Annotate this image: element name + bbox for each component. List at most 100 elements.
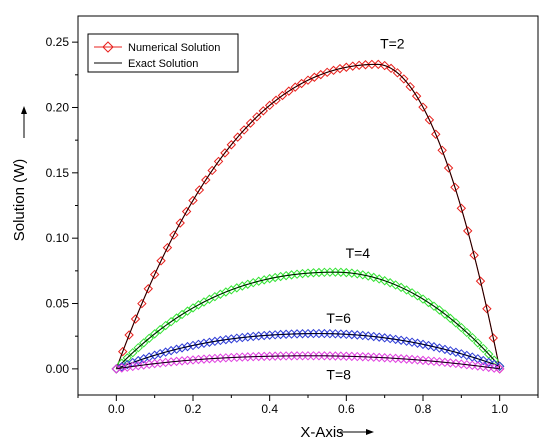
curve-label-t6: T=6 (326, 310, 351, 326)
x-tick-label: 1.0 (491, 402, 508, 416)
legend-diamond-marker (102, 41, 114, 53)
numerical-point (451, 347, 461, 357)
numerical-point (259, 275, 269, 285)
x-tick-label: 0.4 (261, 402, 278, 416)
numerical-point (363, 271, 373, 281)
numerical-point (177, 343, 187, 353)
numerical-point (467, 332, 477, 343)
y-tick-label: 0.20 (46, 100, 70, 114)
numerical-point (133, 342, 143, 353)
numerical-point (451, 358, 461, 369)
exact-line (116, 355, 500, 370)
numerical-point (254, 276, 264, 286)
numerical-point (210, 336, 220, 347)
legend-label-numerical: Numerical Solution (128, 42, 220, 54)
numerical-point (271, 95, 281, 105)
numerical-point (374, 332, 384, 342)
numerical-point (456, 349, 467, 359)
x-axis-arrow (340, 429, 374, 435)
numerical-point (392, 68, 403, 78)
numerical-point (434, 343, 445, 353)
numerical-point (166, 345, 176, 356)
numerical-point (188, 340, 198, 351)
numerical-point (405, 81, 415, 92)
numerical-point (237, 281, 247, 291)
numerical-point (160, 347, 171, 357)
numerical-point (358, 270, 368, 280)
numerical-point (155, 348, 165, 359)
numerical-point (181, 206, 192, 217)
numerical-point (220, 148, 230, 158)
numerical-point (379, 60, 390, 71)
numerical-point (347, 268, 357, 278)
numerical-point (258, 106, 268, 116)
y-axis-arrow (21, 106, 27, 138)
numerical-point (494, 364, 505, 374)
numerical-point (175, 218, 185, 228)
y-tick-label: 0.10 (46, 231, 70, 245)
numerical-point (264, 100, 275, 111)
annotation-layer: T=2 T=4 T=6 T=8 (326, 36, 404, 383)
numerical-point (462, 359, 472, 370)
numerical-point (390, 334, 401, 345)
numerical-point (478, 361, 488, 372)
numerical-point (243, 279, 253, 289)
numerical-point (462, 350, 472, 361)
numerical-point (484, 362, 494, 373)
curve-label-t4: T=4 (346, 245, 371, 261)
exact-line (116, 333, 500, 370)
x-tick-label: 0.8 (415, 402, 432, 416)
numerical-point (139, 338, 149, 348)
numerical-point (193, 339, 204, 350)
series-t8 (111, 351, 505, 374)
numerical-point (489, 363, 499, 373)
numerical-point (363, 331, 373, 341)
numerical-point (182, 341, 193, 352)
numerical-point (171, 344, 182, 354)
numerical-point (162, 242, 173, 253)
numerical-point (418, 339, 428, 350)
numerical-point (456, 203, 467, 213)
numerical-point (399, 74, 409, 84)
numerical-point (475, 276, 486, 286)
numerical-point (411, 91, 422, 101)
numerical-point (374, 274, 384, 284)
numerical-point (440, 309, 450, 319)
numerical-point (137, 298, 147, 309)
numerical-point (275, 271, 286, 282)
numerical-point (369, 272, 379, 283)
x-axis-ticks: 0.0 0.2 0.4 0.6 0.8 1.0 (77, 395, 539, 416)
y-axis-title: Solution (W) (11, 159, 28, 242)
numerical-point (443, 163, 454, 173)
numerical-point (128, 347, 138, 358)
y-tick-label: 0.15 (46, 166, 70, 180)
numerical-point (252, 112, 262, 122)
numerical-point (369, 331, 379, 342)
numerical-point (473, 361, 483, 371)
numerical-point (456, 359, 467, 369)
numerical-point (463, 226, 473, 236)
numerical-point (233, 132, 243, 142)
numerical-point (169, 230, 179, 240)
numerical-point (201, 175, 211, 185)
series-t4 (111, 267, 505, 374)
legend-box (87, 33, 239, 73)
numerical-point (437, 145, 447, 156)
x-tick-label: 0.0 (108, 402, 125, 416)
numerical-point (440, 344, 450, 355)
y-tick-label: 0.00 (46, 362, 70, 376)
curve-label-t2: T=2 (380, 36, 405, 52)
exact-line (115, 63, 501, 370)
series-layer (111, 59, 505, 374)
numerical-point (248, 277, 258, 288)
y-tick-label: 0.05 (46, 297, 70, 311)
numerical-point (149, 269, 160, 280)
x-tick-label: 0.6 (338, 402, 355, 416)
numerical-point (418, 102, 428, 112)
numerical-point (412, 338, 423, 348)
numerical-point (450, 182, 460, 193)
x-axis-title: X-Axis (300, 424, 343, 441)
numerical-point (373, 59, 383, 70)
